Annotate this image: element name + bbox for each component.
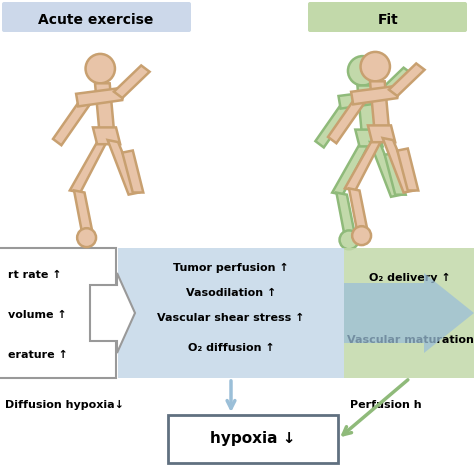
Text: O₂ diffusion ↑: O₂ diffusion ↑ (188, 343, 274, 353)
Text: Vascular maturation: Vascular maturation (346, 335, 474, 345)
Polygon shape (122, 151, 143, 192)
Text: Acute exercise: Acute exercise (38, 13, 154, 27)
Text: Vasodilation ↑: Vasodilation ↑ (186, 288, 276, 298)
Circle shape (361, 52, 390, 82)
Text: volume ↑: volume ↑ (8, 310, 67, 320)
Polygon shape (385, 153, 406, 195)
Polygon shape (349, 188, 368, 233)
Text: Vascular shear stress ↑: Vascular shear stress ↑ (157, 313, 305, 323)
Polygon shape (315, 96, 356, 147)
Polygon shape (389, 64, 425, 96)
Text: erature ↑: erature ↑ (8, 350, 68, 360)
Circle shape (352, 226, 371, 245)
Polygon shape (93, 128, 120, 144)
FancyBboxPatch shape (344, 248, 474, 378)
Text: hypoxia ↓: hypoxia ↓ (210, 431, 296, 447)
Polygon shape (328, 92, 368, 143)
Polygon shape (338, 90, 387, 109)
Polygon shape (397, 148, 418, 191)
FancyBboxPatch shape (118, 248, 344, 378)
Polygon shape (95, 83, 114, 129)
Polygon shape (114, 65, 150, 98)
Polygon shape (357, 85, 376, 132)
Polygon shape (76, 88, 124, 106)
Polygon shape (337, 192, 356, 237)
Circle shape (85, 54, 115, 83)
Polygon shape (74, 191, 93, 235)
Text: Fit: Fit (378, 13, 398, 27)
Text: O₂ delivery ↑: O₂ delivery ↑ (369, 273, 451, 283)
Circle shape (339, 230, 358, 249)
Polygon shape (332, 142, 370, 195)
FancyBboxPatch shape (2, 2, 191, 32)
Polygon shape (345, 138, 383, 191)
Polygon shape (370, 82, 389, 128)
Polygon shape (108, 140, 139, 195)
Polygon shape (370, 142, 401, 197)
Text: Diffusion hypoxia↓: Diffusion hypoxia↓ (5, 400, 124, 410)
Text: rt rate ↑: rt rate ↑ (8, 270, 62, 280)
Polygon shape (383, 138, 414, 192)
Circle shape (77, 228, 96, 247)
Text: Perfusion h: Perfusion h (350, 400, 422, 410)
Text: Tumor perfusion ↑: Tumor perfusion ↑ (173, 263, 289, 273)
Polygon shape (376, 68, 412, 100)
Polygon shape (344, 273, 474, 353)
FancyBboxPatch shape (168, 415, 338, 463)
Polygon shape (356, 129, 383, 146)
Polygon shape (351, 85, 400, 104)
FancyBboxPatch shape (308, 2, 467, 32)
Polygon shape (53, 94, 93, 145)
Polygon shape (70, 140, 108, 192)
Polygon shape (368, 126, 395, 142)
Polygon shape (90, 273, 135, 353)
FancyBboxPatch shape (0, 248, 116, 378)
Circle shape (348, 56, 377, 85)
